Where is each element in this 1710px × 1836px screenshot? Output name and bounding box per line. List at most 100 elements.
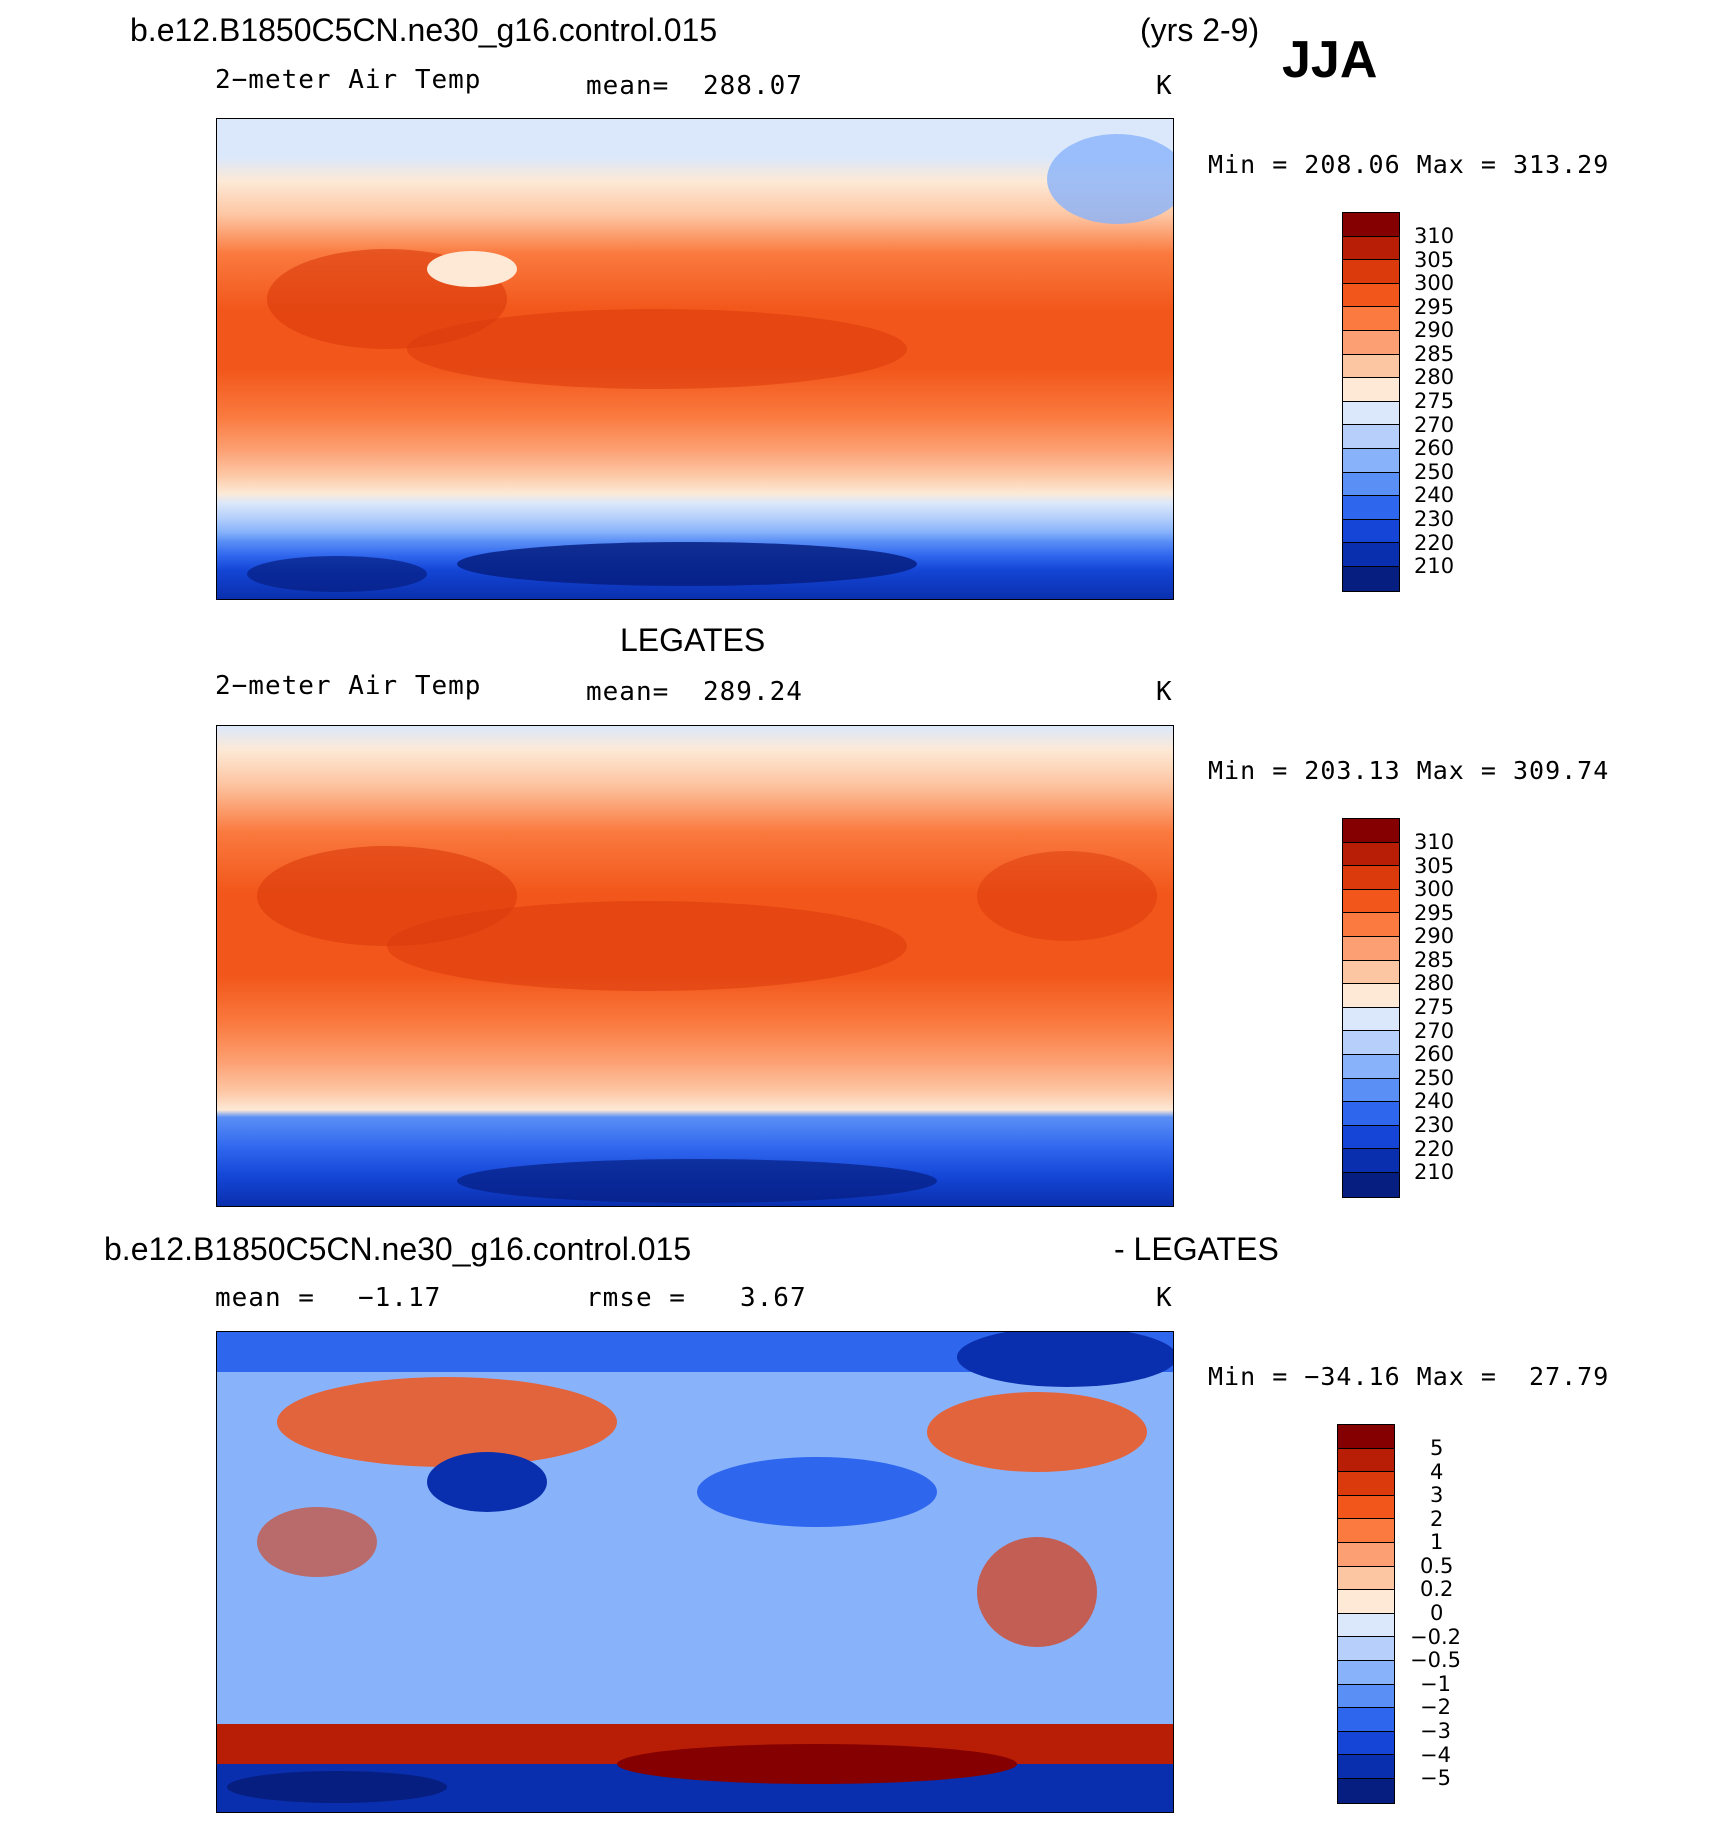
colorbar-swatch [1343,1102,1399,1126]
colorbar-swatch [1343,448,1399,473]
colorbar-swatch [1343,913,1399,937]
colorbar-swatch [1343,260,1399,284]
colorbar-swatch [1343,519,1399,544]
colorbar-swatch [1338,1425,1394,1449]
colorbar-swatch [1343,307,1399,331]
colorbar-label: 230 [1414,1113,1455,1137]
panel1-minmax: Min = 208.06 Max = 313.29 [1208,150,1610,179]
colorbar-label: 210 [1414,1160,1455,1184]
colorbar-label: 4 [1430,1460,1444,1484]
colorbar-label: −1 [1420,1672,1451,1696]
colorbar-swatch [1338,1472,1394,1496]
colorbar-label: 310 [1414,830,1455,854]
panel3-units: K [1156,1283,1173,1313]
colorbar-label: 280 [1414,971,1455,995]
colorbar-swatch [1338,1778,1394,1803]
colorbar-label: 220 [1414,1137,1455,1161]
panel3-colorbar [1337,1424,1395,1804]
colorbar-swatch [1338,1590,1394,1614]
colorbar-label: 220 [1414,531,1455,555]
colorbar-label: 275 [1414,389,1455,413]
colorbar-label: 2 [1430,1507,1444,1531]
colorbar-swatch [1338,1755,1394,1779]
colorbar-swatch [1338,1495,1394,1520]
years-label: (yrs 2-9) [1140,12,1260,48]
colorbar-swatch [1343,213,1399,237]
colorbar-label: 260 [1414,436,1455,460]
colorbar-swatch [1343,496,1399,520]
colorbar-swatch [1338,1660,1394,1685]
panel2-variable: 2−meter Air Temp [215,671,482,701]
colorbar-swatch [1343,472,1399,497]
panel3-title-left: b.e12.B1850C5CN.ne30_g16.control.015 [104,1231,692,1267]
panel2-title: LEGATES [620,622,766,658]
panel3-rmse-value: 3.67 [740,1283,807,1313]
colorbar-swatch [1343,866,1399,890]
colorbar-label: 240 [1414,483,1455,507]
colorbar-swatch [1343,936,1399,961]
colorbar-swatch [1343,330,1399,355]
colorbar-swatch [1338,1519,1394,1543]
colorbar-swatch [1343,354,1399,379]
colorbar-label: −5 [1420,1766,1451,1790]
colorbar-swatch [1338,1613,1394,1638]
panel1-mean-value: 288.07 [703,71,803,101]
panel2-map-field [217,726,1173,1206]
colorbar-swatch [1343,1149,1399,1173]
case-title: b.e12.B1850C5CN.ne30_g16.control.015 [130,12,718,48]
colorbar-swatch [1343,378,1399,402]
colorbar-label: 290 [1414,318,1455,342]
colorbar-swatch [1338,1566,1394,1591]
colorbar-label: 285 [1414,342,1455,366]
colorbar-swatch [1338,1542,1394,1567]
colorbar-swatch [1343,566,1399,591]
colorbar-label: 250 [1414,460,1455,484]
colorbar-label: 295 [1414,901,1455,925]
panel2-minmax: Min = 203.13 Max = 309.74 [1208,756,1610,785]
colorbar-label: 305 [1414,248,1455,272]
colorbar-swatch [1343,1172,1399,1197]
colorbar-label: 280 [1414,365,1455,389]
colorbar-swatch [1343,842,1399,867]
colorbar-label: −0.2 [1410,1625,1461,1649]
colorbar-label: 260 [1414,1042,1455,1066]
colorbar-label: 300 [1414,271,1455,295]
panel1-units: K [1156,71,1173,101]
colorbar-label: 0 [1430,1601,1444,1625]
panel2-mean-value: 289.24 [703,677,803,707]
colorbar-label: 210 [1414,554,1455,578]
colorbar-label: 5 [1430,1436,1444,1460]
colorbar-swatch [1338,1684,1394,1709]
panel3-mean-value: −1.17 [358,1283,442,1313]
colorbar-label: 275 [1414,995,1455,1019]
colorbar-label: 295 [1414,295,1455,319]
panel1-map-field [217,119,1173,599]
colorbar-swatch [1343,1007,1399,1032]
panel2-units: K [1156,677,1173,707]
colorbar-swatch [1343,819,1399,843]
colorbar-label: 290 [1414,924,1455,948]
season-label: JJA [1282,31,1378,89]
colorbar-swatch [1343,1125,1399,1150]
colorbar-swatch [1343,1054,1399,1079]
panel2-mean-label: mean= [586,677,670,707]
colorbar-label: 305 [1414,854,1455,878]
panel3-mean-label: mean = [215,1283,315,1313]
colorbar-label: 250 [1414,1066,1455,1090]
panel2-colorbar [1342,818,1400,1198]
colorbar-swatch [1338,1448,1394,1473]
colorbar-label: 270 [1414,1019,1455,1043]
colorbar-swatch [1343,283,1399,308]
panel1-variable: 2−meter Air Temp [215,65,482,95]
colorbar-swatch [1343,543,1399,567]
colorbar-swatch [1338,1708,1394,1732]
colorbar-swatch [1343,1078,1399,1103]
colorbar-swatch [1338,1637,1394,1661]
panel3-minmax: Min = −34.16 Max = 27.79 [1208,1362,1610,1391]
colorbar-label: −4 [1420,1743,1451,1767]
panel1-colorbar [1342,212,1400,592]
colorbar-label: 0.2 [1420,1577,1454,1601]
panel3-map [216,1331,1174,1813]
colorbar-swatch [1343,984,1399,1008]
panel3-map-field [217,1332,1173,1812]
